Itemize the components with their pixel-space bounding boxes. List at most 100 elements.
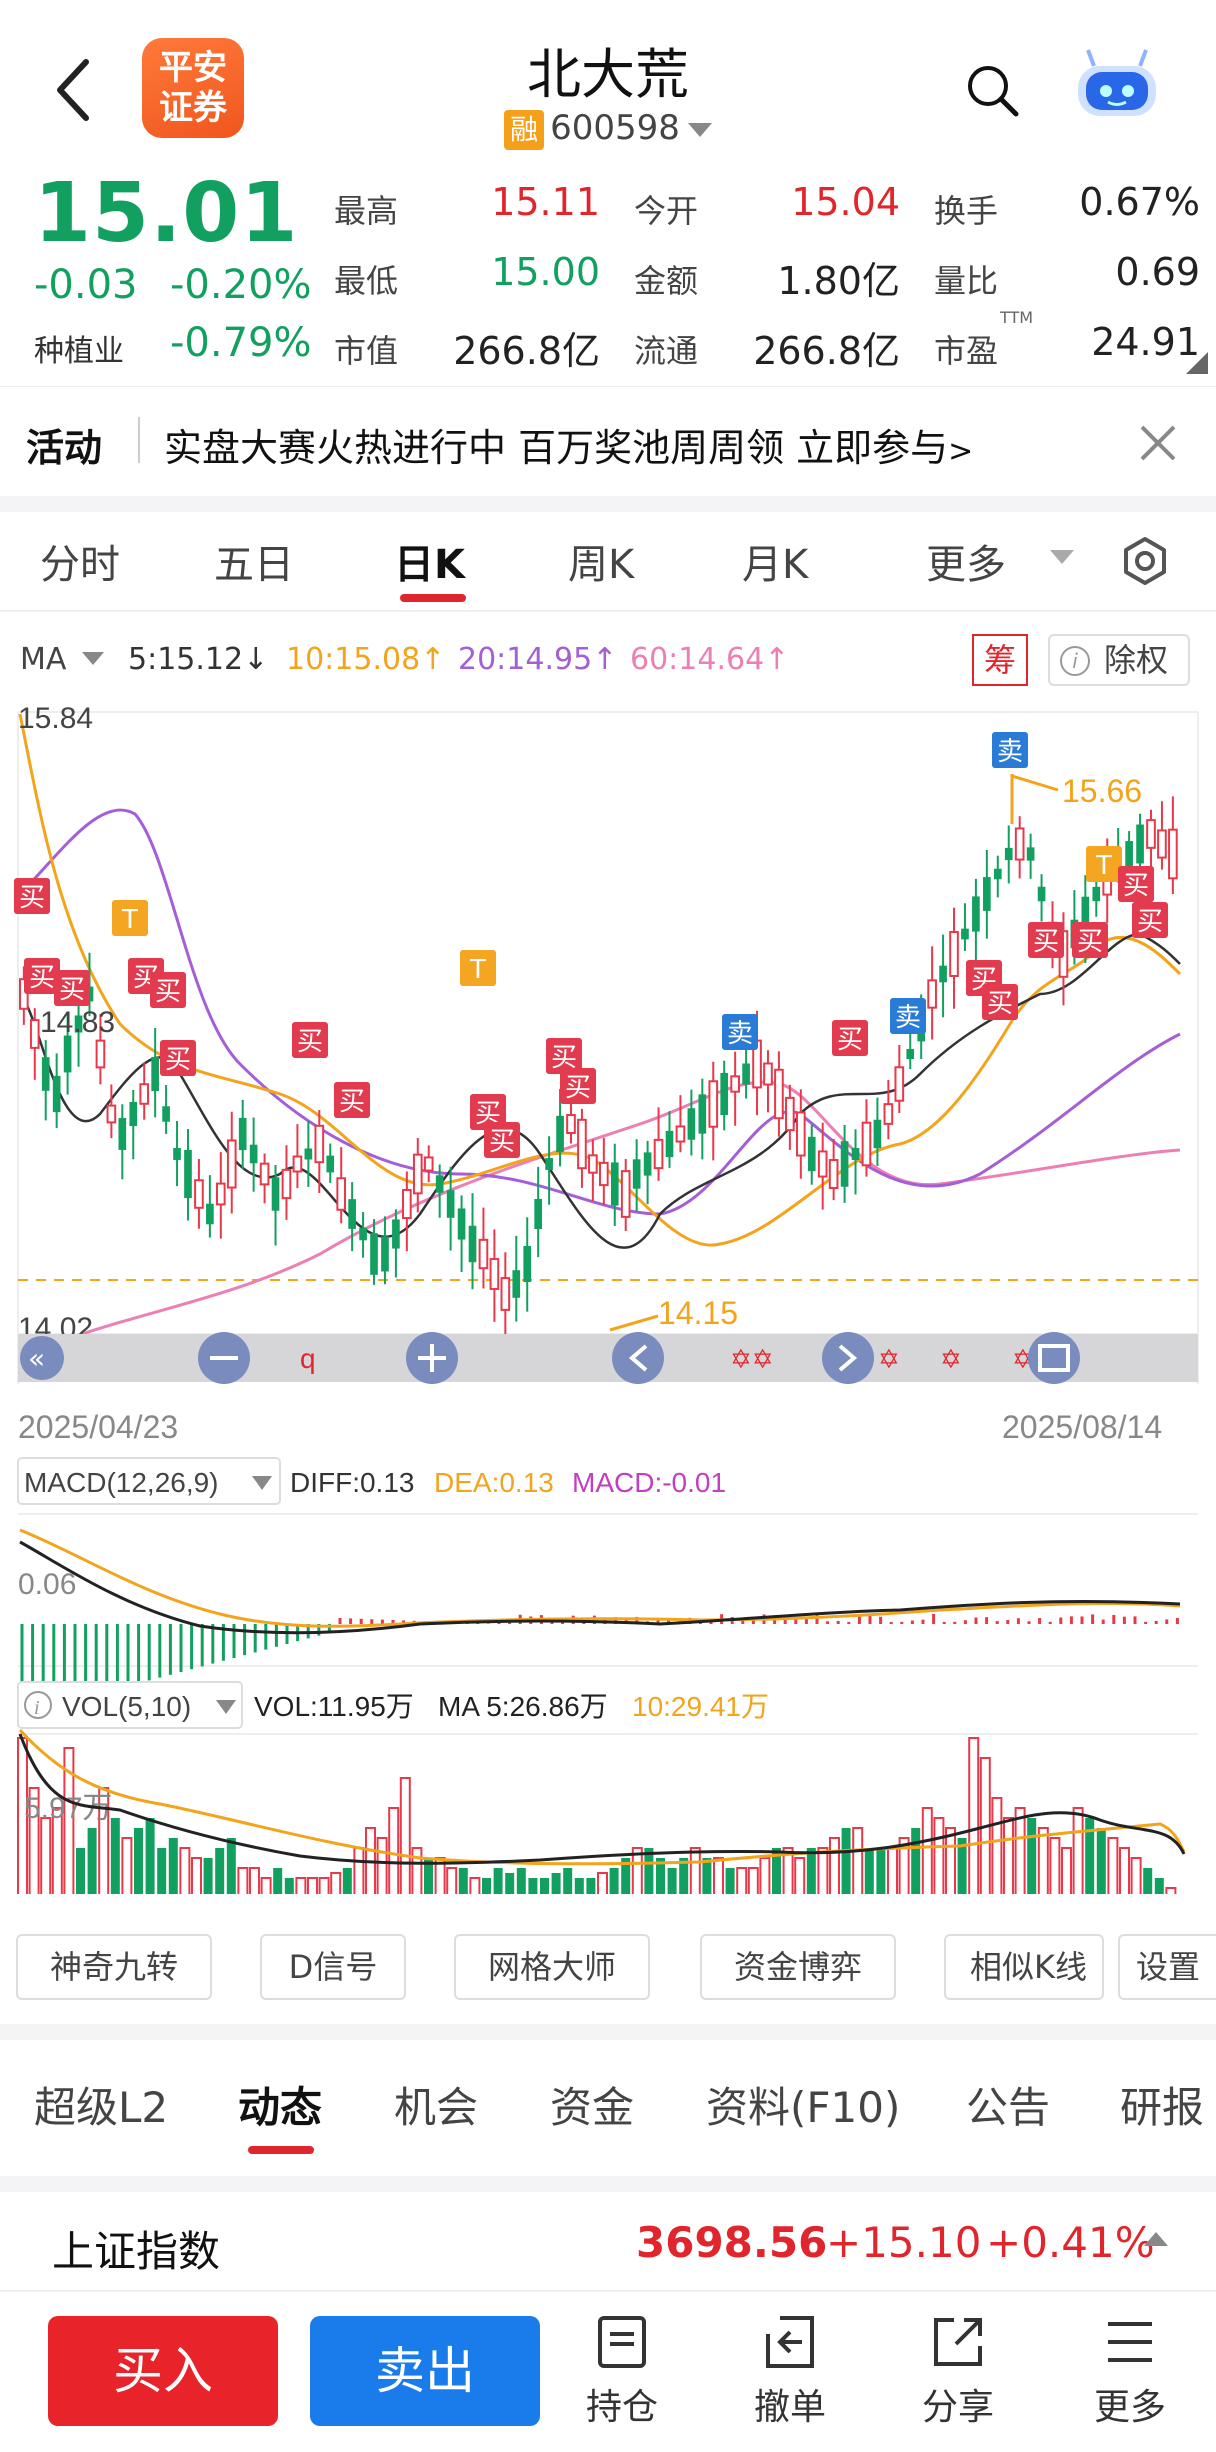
svg-text:买: 买 [1033, 927, 1059, 957]
close-icon[interactable] [1136, 421, 1180, 465]
candle [556, 1088, 564, 1167]
sector-name[interactable]: 种植业 [34, 334, 124, 369]
tab-announcement[interactable]: 公告 [966, 2083, 1051, 2132]
chip-distribution-button[interactable]: 筹 [972, 634, 1028, 686]
tool-similar-k[interactable]: 相似K线 [944, 1934, 1104, 2000]
activity-banner[interactable]: 活动 实盘大赛火热进行中 百万奖池周周领 立即参与> [0, 386, 1216, 496]
macd-selector[interactable]: MACD(12,26,9) [24, 1467, 219, 1498]
candle [402, 1171, 412, 1252]
candle [708, 1061, 719, 1161]
volume-bar [516, 1868, 526, 1894]
svg-text:买: 买 [155, 977, 181, 1007]
expand-corner-icon[interactable] [1186, 352, 1208, 374]
macd-axis-label: 0.06 [18, 1568, 76, 1601]
gear-icon[interactable] [1120, 536, 1170, 586]
candle [392, 1209, 400, 1278]
fullscreen-button[interactable] [1028, 1332, 1080, 1384]
search-icon[interactable] [964, 62, 1020, 118]
date-start: 2025/04/23 [18, 1409, 178, 1445]
tool-nine-turn[interactable]: 神奇九转 [16, 1934, 212, 2000]
tab-weekly-k[interactable]: 周K [568, 542, 635, 588]
nav-right-button[interactable] [822, 1332, 874, 1384]
more-button[interactable]: 更多 [1070, 2312, 1190, 2442]
info-icon: i [1060, 646, 1090, 676]
t-signal-tag: T [1086, 846, 1122, 882]
tab-research[interactable]: 研报 [1120, 2083, 1205, 2132]
tool-d-signal[interactable]: D信号 [260, 1934, 406, 2000]
tab-news[interactable]: 动态 [238, 2083, 323, 2132]
back-arrow-icon[interactable] [46, 52, 102, 128]
tab-funds[interactable]: 资金 [550, 2083, 635, 2132]
candle [894, 1044, 905, 1114]
ma5-line [19, 932, 1181, 1249]
tab-more[interactable]: 更多 [926, 542, 1006, 588]
candle [665, 1111, 674, 1168]
kline-chart[interactable]: 15.84 14.83 14.02 15.66 14.15 买买 买T买买买买买T… [0, 694, 1216, 1894]
svg-text:T: T [1095, 851, 1112, 881]
volume-bar [1037, 1827, 1049, 1894]
chart-navigation: « q ✡✡ ✡ ✡ ✡ [20, 1332, 1080, 1384]
buy-button[interactable]: 买入 [48, 2316, 278, 2426]
sell-signal-tag: 卖 [722, 1014, 758, 1050]
index-ticker[interactable]: 上证指数 3698.56 +15.10 +0.41% [0, 2192, 1216, 2292]
ma-lines [18, 713, 1182, 1356]
nav-left-fast[interactable] [20, 1336, 64, 1380]
tab-opportunity[interactable]: 机会 [394, 2083, 479, 2132]
svg-text:买: 买 [837, 1025, 863, 1055]
robot-assistant-icon[interactable] [1074, 44, 1160, 124]
volume-bar [307, 1877, 318, 1894]
volume-bar [782, 1847, 794, 1894]
candle [95, 1013, 106, 1085]
tool-grid-master[interactable]: 网格大师 [454, 1934, 650, 2000]
nav-q: q [300, 1343, 316, 1374]
volume-bar [318, 1877, 330, 1894]
chevron-down-icon[interactable] [82, 652, 104, 665]
share-button[interactable]: 分享 [898, 2312, 1018, 2442]
stock-name[interactable]: 北大荒 [527, 43, 689, 106]
volume-bar [574, 1878, 584, 1894]
nav-left-button[interactable] [612, 1332, 664, 1384]
volume-bar [295, 1877, 307, 1894]
volume-bar [482, 1878, 491, 1894]
volume-ratio-value: 0.69 [1115, 250, 1200, 294]
broker-logo: 平安 证券 [142, 38, 244, 138]
volume-bar [898, 1837, 910, 1894]
holdings-button[interactable]: 持仓 [562, 2312, 682, 2442]
candle [906, 1027, 915, 1070]
tool-settings[interactable]: 设置 [1118, 1934, 1216, 2000]
volume-bar [887, 1847, 898, 1894]
volume-bar [631, 1847, 643, 1894]
tab-super-l2[interactable]: 超级L2 [34, 2083, 169, 2132]
tab-five-day[interactable]: 五日 [214, 542, 294, 588]
vol-selector[interactable]: VOL(5,10) [62, 1691, 191, 1722]
volume-bar [1049, 1837, 1061, 1894]
stock-code-selector[interactable]: 融 600598 [0, 108, 1216, 150]
svg-text:买: 买 [1077, 927, 1103, 957]
ma5-value: 5:15.12↓ [128, 642, 269, 677]
buy-signal-tag: 买 [1132, 902, 1168, 938]
trough-price-label: 14.15 [658, 1295, 738, 1331]
candle [730, 1051, 740, 1126]
price-mid-label: 14.83 [40, 1006, 115, 1039]
volume-bar [759, 1857, 771, 1894]
tool-fund-game[interactable]: 资金博弈 [700, 1934, 896, 2000]
tab-f10[interactable]: 资料(F10) [706, 2083, 901, 2132]
chevron-down-icon [1050, 550, 1074, 564]
float-label: 流通 [634, 332, 699, 370]
buy-signal-tag: 买 [982, 984, 1018, 1020]
candle [206, 1175, 214, 1238]
tab-monthly-k[interactable]: 月K [742, 542, 809, 588]
cancel-order-button[interactable]: 撤单 [730, 2312, 850, 2442]
sell-button[interactable]: 卖出 [310, 2316, 540, 2426]
ex-rights-button[interactable]: i 除权 [1048, 634, 1190, 686]
vol-ma5-line [18, 1733, 1186, 1865]
svg-text:买: 买 [339, 1087, 365, 1117]
chevron-up-icon[interactable] [1144, 2232, 1168, 2246]
buy-signal-tag: 买 [160, 1040, 196, 1076]
candle [1168, 796, 1178, 895]
ma-selector[interactable]: MA [20, 642, 67, 677]
tab-daily-k[interactable]: 日K [394, 542, 465, 588]
activity-text[interactable]: 实盘大赛火热进行中 百万奖池周周领 立即参与> [164, 426, 974, 470]
tab-intraday[interactable]: 分时 [40, 542, 120, 588]
candle [675, 1095, 686, 1153]
